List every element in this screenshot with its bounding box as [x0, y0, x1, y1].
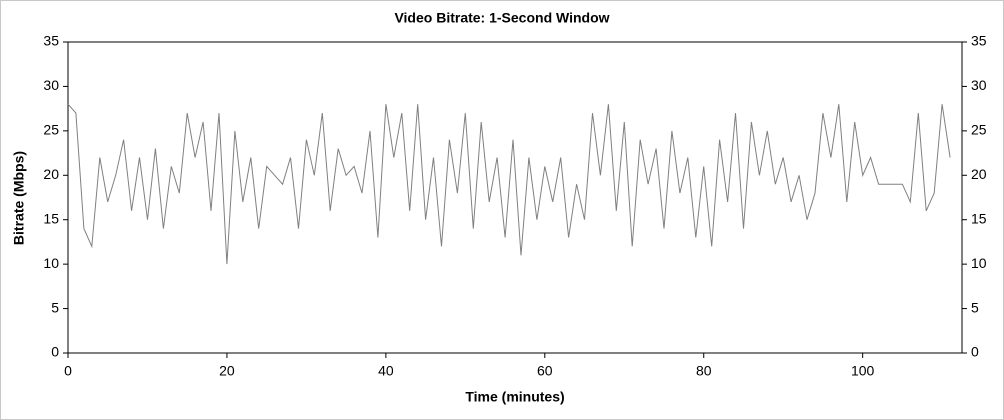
- y2-tick-label: 5: [971, 299, 979, 315]
- x-axis-label: Time (minutes): [465, 389, 564, 405]
- y2-tick-label: 25: [971, 122, 987, 138]
- chart-title: Video Bitrate: 1-Second Window: [394, 10, 609, 26]
- y-tick-label: 20: [43, 166, 59, 182]
- x-tick-label: 80: [696, 363, 712, 379]
- y2-tick-label: 35: [971, 33, 987, 49]
- y-tick-label: 25: [43, 122, 59, 138]
- y2-tick-label: 30: [971, 77, 987, 93]
- y-tick-label: 30: [43, 77, 59, 93]
- y-axis-label: Bitrate (Mbps): [11, 151, 27, 245]
- x-tick-label: 0: [64, 363, 72, 379]
- x-tick-label: 40: [378, 363, 394, 379]
- y2-tick-label: 10: [971, 255, 987, 271]
- y-tick-label: 5: [51, 299, 59, 315]
- x-tick-label: 60: [537, 363, 553, 379]
- y-tick-label: 15: [43, 210, 59, 226]
- y2-tick-label: 20: [971, 166, 987, 182]
- y-tick-label: 10: [43, 255, 59, 271]
- x-tick-label: 20: [219, 363, 235, 379]
- y2-tick-label: 0: [971, 344, 979, 360]
- x-tick-label: 100: [851, 363, 875, 379]
- bitrate-line: [67, 103, 951, 265]
- y2-tick-label: 15: [971, 210, 987, 226]
- plot-area: [67, 41, 963, 354]
- y-tick-label: 0: [51, 344, 59, 360]
- y-tick-label: 35: [43, 33, 59, 49]
